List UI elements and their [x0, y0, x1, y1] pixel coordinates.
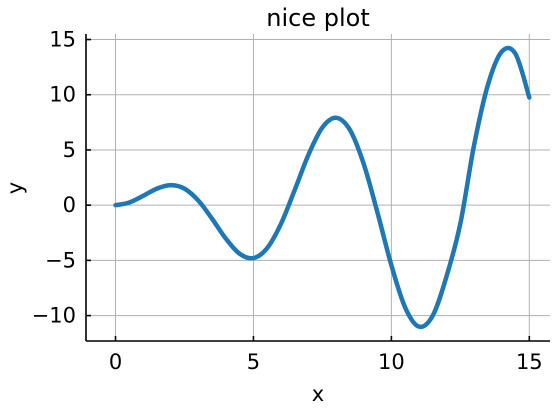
axes	[85, 34, 550, 342]
y-tick-label: 10	[49, 83, 76, 107]
y-tick-label: 15	[49, 28, 76, 52]
grid	[86, 34, 550, 341]
chart-title: nice plot	[266, 4, 369, 32]
y-tick-label: 0	[63, 193, 76, 217]
y-tick-label: −5	[45, 248, 76, 272]
x-tick-label: 5	[247, 350, 260, 374]
y-tick-label: 5	[63, 138, 76, 162]
x-tick-label: 0	[109, 350, 122, 374]
ticks: 0 5 10 15 −10 −5 0 5 10 15	[32, 28, 543, 374]
series-line-0	[113, 45, 532, 330]
x-axis-label: x	[312, 382, 324, 406]
y-axis-label: y	[3, 182, 27, 194]
x-tick-label: 15	[516, 350, 543, 374]
x-tick-label: 10	[378, 350, 405, 374]
y-tick-label: −10	[32, 304, 76, 328]
series-group	[113, 45, 532, 330]
